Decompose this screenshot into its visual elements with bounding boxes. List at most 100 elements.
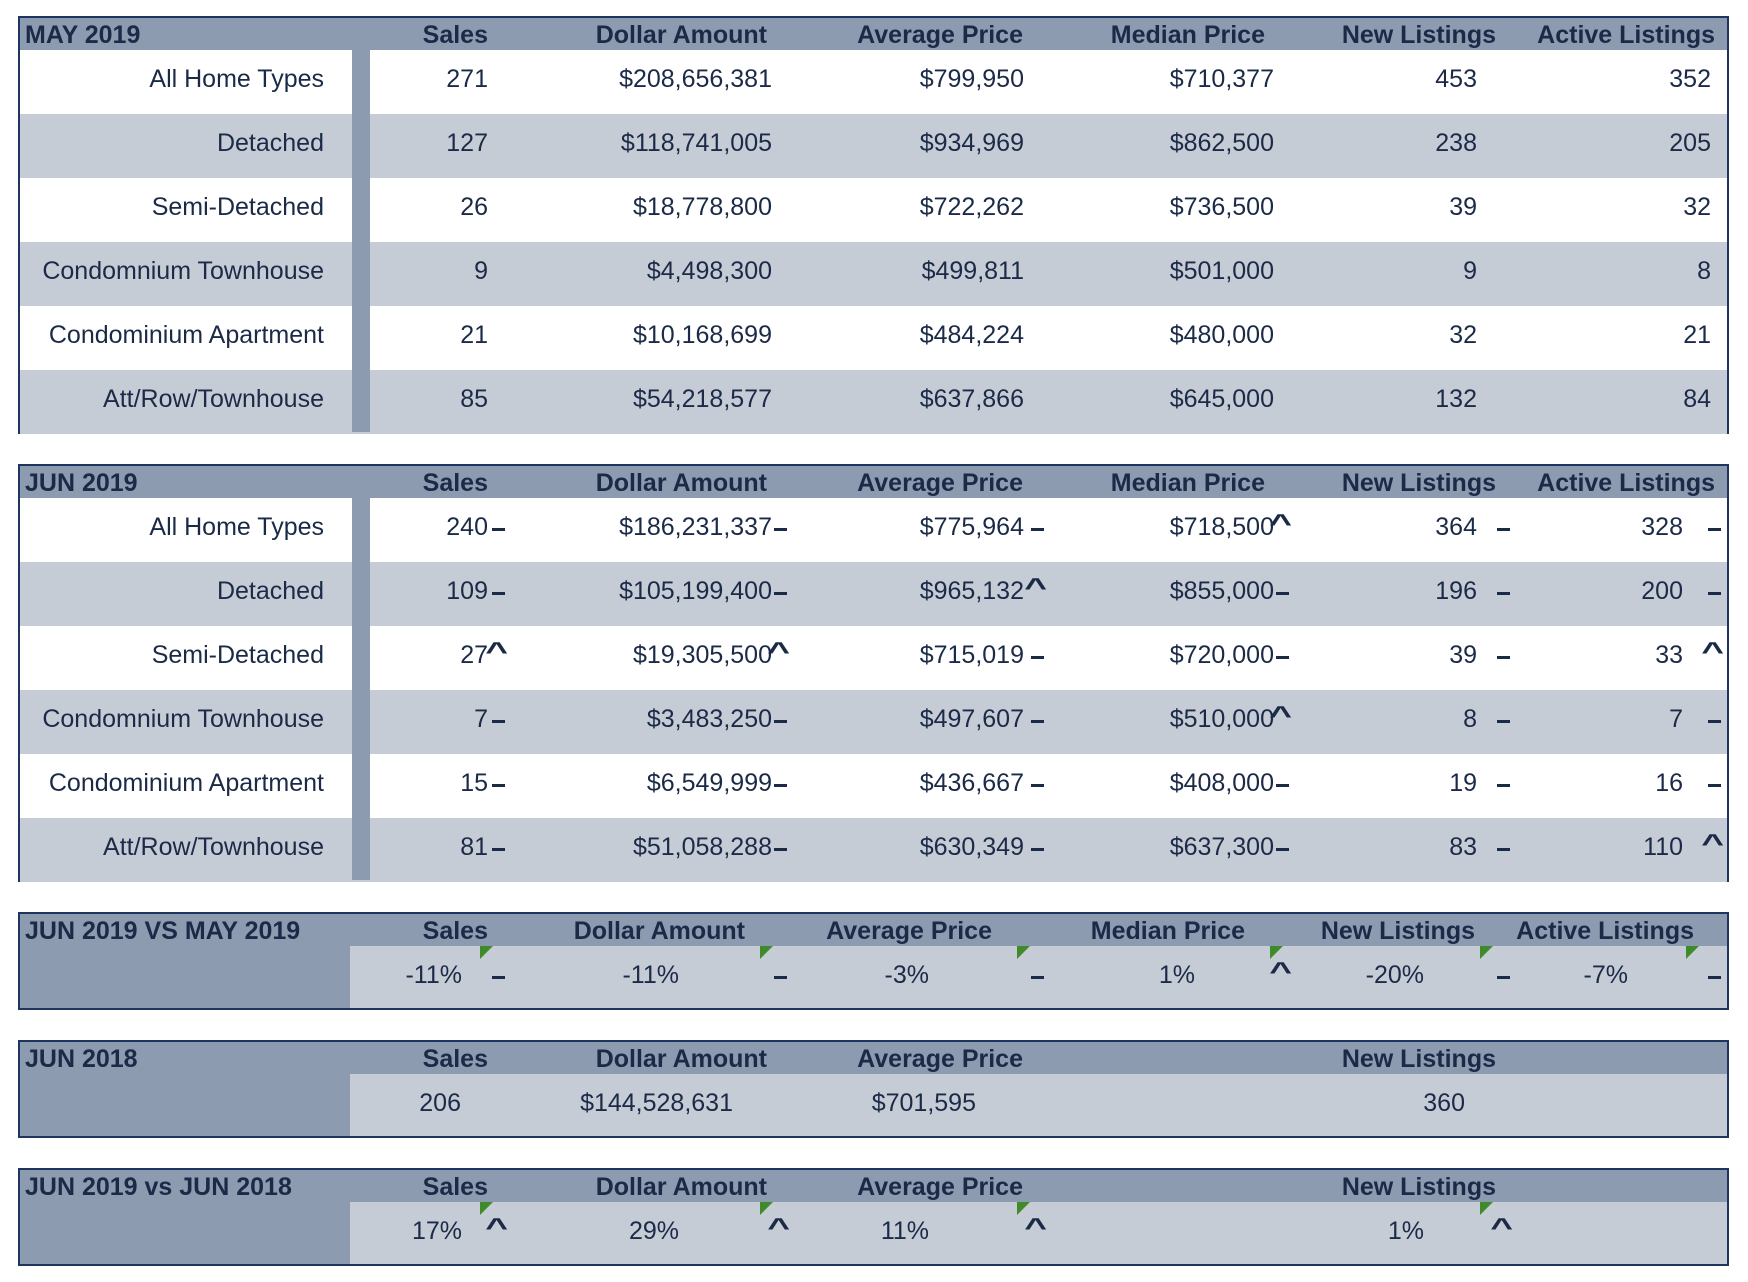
trend-down-icon bbox=[1497, 528, 1510, 531]
table-title: MAY 2019 bbox=[25, 21, 141, 49]
table-row: Att/Row/Townhouse 81 $51,058,288 $630,349 $6… bbox=[20, 818, 1727, 882]
col-new-listings: New Listings bbox=[1341, 469, 1496, 497]
col-dollar-amount: Dollar Amount bbox=[573, 917, 745, 945]
row-value: $775,964 bbox=[919, 513, 1024, 541]
table-row: Condominium Apartment 15 $6,549,999 $436,66… bbox=[20, 754, 1727, 818]
row-value: $799,950 bbox=[919, 65, 1024, 93]
row-value: $645,000 bbox=[1169, 385, 1274, 413]
trend-down-icon bbox=[1497, 720, 1510, 723]
row-value: $208,656,381 bbox=[619, 65, 772, 93]
row-value: $934,969 bbox=[919, 129, 1024, 157]
col-sales: Sales bbox=[422, 917, 488, 945]
trend-up-icon: ^ bbox=[1701, 828, 1724, 858]
table-row: All Home Types 271 $208,656,381 $799,950 $71… bbox=[20, 50, 1727, 114]
col-new-listings: New Listings bbox=[1320, 917, 1475, 945]
col-average-price: Average Price bbox=[857, 1045, 1023, 1073]
row-value: $51,058,288 bbox=[632, 833, 772, 861]
col-average-price: Average Price bbox=[857, 469, 1023, 497]
comment-marker-icon bbox=[760, 946, 773, 959]
row-value: 33 bbox=[1655, 641, 1683, 669]
row-label: Detached bbox=[216, 577, 324, 605]
comment-marker-icon bbox=[1686, 946, 1699, 959]
col-average-price: Average Price bbox=[857, 21, 1023, 49]
row-value: $480,000 bbox=[1169, 321, 1274, 349]
row-value: 205 bbox=[1669, 129, 1711, 157]
row-value: 271 bbox=[446, 65, 488, 93]
row-label: Att/Row/Townhouse bbox=[103, 385, 324, 413]
row-value: $499,811 bbox=[921, 257, 1024, 285]
row-value: 85 bbox=[460, 385, 488, 413]
comment-marker-icon bbox=[1017, 946, 1030, 959]
row-value: $630,349 bbox=[919, 833, 1024, 861]
trend-down-icon bbox=[1497, 784, 1510, 787]
row-value: 240 bbox=[446, 513, 488, 541]
row-label: Condominium Apartment bbox=[48, 321, 324, 349]
col-sales: Sales bbox=[422, 21, 488, 49]
table-header: JUN 2019 VS MAY 2019 Sales Dollar Amount… bbox=[20, 914, 1727, 946]
row-value: 16 bbox=[1655, 769, 1683, 797]
comment-marker-icon bbox=[1480, 946, 1493, 959]
may-2019-table: MAY 2019 Sales Dollar Amount Average Pri… bbox=[18, 16, 1729, 434]
comment-marker-icon bbox=[1017, 1202, 1030, 1215]
label-panel bbox=[20, 1202, 350, 1264]
trend-down-icon bbox=[1497, 976, 1510, 979]
row-value: $54,218,577 bbox=[632, 385, 772, 413]
row-value: $715,019 bbox=[919, 641, 1024, 669]
trend-down-icon bbox=[1708, 784, 1721, 787]
trend-down-icon bbox=[1497, 592, 1510, 595]
change-value: -7% bbox=[1583, 961, 1628, 989]
row-value: 9 bbox=[1463, 257, 1477, 285]
row-value: 21 bbox=[460, 321, 488, 349]
row-value: 7 bbox=[1669, 705, 1683, 733]
row-value: 39 bbox=[1449, 193, 1477, 221]
row-value: 26 bbox=[460, 193, 488, 221]
change-value: -20% bbox=[1365, 961, 1424, 989]
change-value: -3% bbox=[884, 961, 929, 989]
row-label: Semi-Detached bbox=[151, 193, 324, 221]
row-value: $3,483,250 bbox=[646, 705, 772, 733]
row-value: $436,667 bbox=[919, 769, 1024, 797]
trend-up-icon: ^ bbox=[767, 636, 790, 666]
trend-down-icon bbox=[492, 720, 505, 723]
trend-up-icon: ^ bbox=[1701, 636, 1724, 666]
jun-2018-new-listings: 360 bbox=[1423, 1089, 1465, 1117]
trend-down-icon bbox=[1708, 720, 1721, 723]
trend-down-icon bbox=[492, 784, 505, 787]
jun-2018-sales: 206 bbox=[419, 1089, 461, 1117]
col-average-price: Average Price bbox=[826, 917, 992, 945]
table-row: Detached 127 $118,741,005 $934,969 $862,500 2… bbox=[20, 114, 1727, 178]
table-header: MAY 2019 Sales Dollar Amount Average Pri… bbox=[20, 18, 1727, 50]
col-median-price: Median Price bbox=[1090, 917, 1245, 945]
table-title: JUN 2019 bbox=[25, 469, 138, 497]
row-value: 238 bbox=[1435, 129, 1477, 157]
trend-down-icon bbox=[1276, 592, 1289, 595]
row-value: 7 bbox=[474, 705, 488, 733]
col-active-listings: Active Listings bbox=[1537, 21, 1715, 49]
col-sales: Sales bbox=[422, 469, 488, 497]
row-label: Att/Row/Townhouse bbox=[103, 833, 324, 861]
row-value: $19,305,500 bbox=[632, 641, 772, 669]
row-value: 21 bbox=[1683, 321, 1711, 349]
row-value: $6,549,999 bbox=[646, 769, 772, 797]
trend-down-icon bbox=[774, 784, 787, 787]
jun-2018-dollar-amount: $144,528,631 bbox=[580, 1089, 733, 1117]
table-header: JUN 2018 Sales Dollar Amount Average Pri… bbox=[20, 1042, 1727, 1074]
label-panel bbox=[20, 1074, 350, 1136]
trend-up-icon: ^ bbox=[485, 1212, 508, 1242]
row-divider bbox=[352, 50, 370, 432]
row-value: 15 bbox=[460, 769, 488, 797]
col-average-price: Average Price bbox=[857, 1173, 1023, 1201]
row-value: 8 bbox=[1463, 705, 1477, 733]
row-label: Condominium Apartment bbox=[48, 769, 324, 797]
row-value: 364 bbox=[1435, 513, 1477, 541]
table-title: JUN 2019 VS MAY 2019 bbox=[25, 917, 301, 945]
trend-up-icon: ^ bbox=[1269, 956, 1292, 986]
row-label: All Home Types bbox=[149, 513, 324, 541]
change-value: 1% bbox=[1158, 961, 1195, 989]
table-title: JUN 2019 vs JUN 2018 bbox=[25, 1173, 292, 1201]
table-row: Condominium Apartment 21 $10,168,699 $484,2… bbox=[20, 306, 1727, 370]
trend-down-icon bbox=[1031, 784, 1044, 787]
row-value: 8 bbox=[1697, 257, 1711, 285]
row-value: $862,500 bbox=[1169, 129, 1274, 157]
comment-marker-icon bbox=[480, 946, 493, 959]
